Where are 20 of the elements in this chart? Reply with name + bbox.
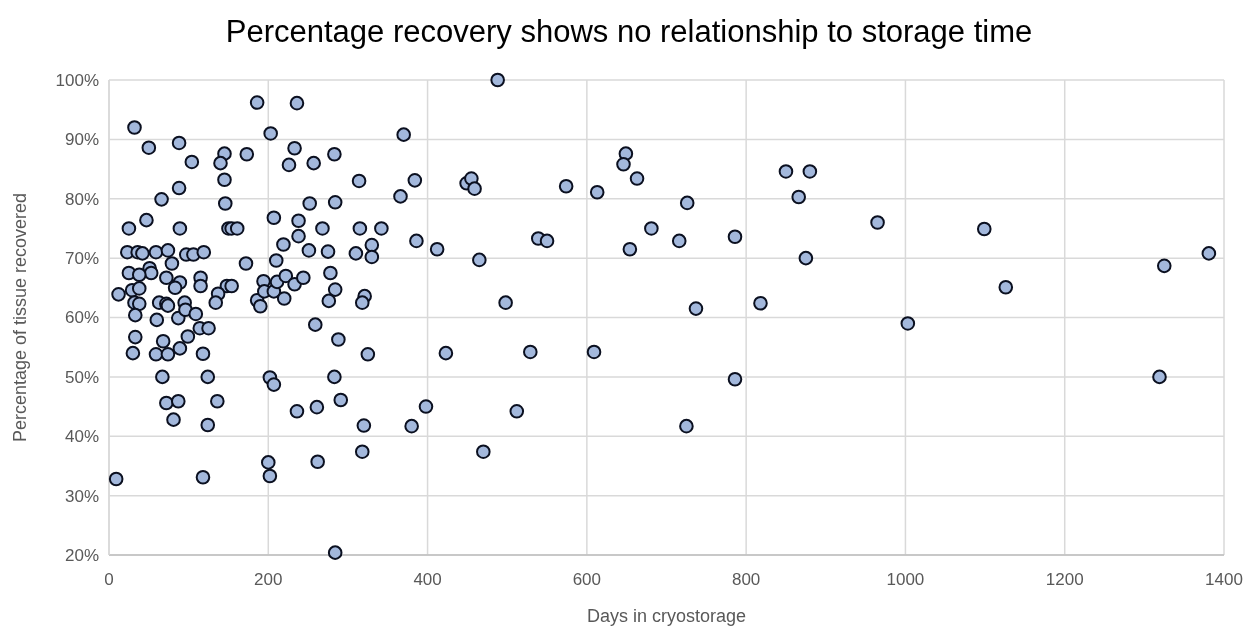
x-axis-title: Days in cryostorage <box>586 606 747 626</box>
y-tick-label: 30% <box>64 486 99 506</box>
x-tick-label: 200 <box>254 570 283 589</box>
x-tick-label: 800 <box>731 570 761 589</box>
x-tick-label: 1400 <box>1205 570 1243 589</box>
x-tick-label: 600 <box>572 570 602 589</box>
x-tick-label: 1200 <box>1045 570 1084 589</box>
x-tick-label: 1000 <box>886 570 925 589</box>
y-tick-label: 100% <box>55 70 99 90</box>
chart-title: Percentage recovery shows no relationship to storage time <box>225 14 1033 49</box>
y-tick-label: 20% <box>64 545 99 565</box>
y-tick-label: 70% <box>64 249 99 269</box>
x-tick-label: 400 <box>413 570 442 589</box>
y-axis-title: Percentage of tissue recovered <box>10 192 30 443</box>
x-tick-label: 0 <box>104 570 114 589</box>
y-tick-label: 40% <box>64 427 99 447</box>
y-tick-label: 60% <box>64 308 99 328</box>
y-tick-label: 50% <box>64 367 99 387</box>
y-tick-label: 90% <box>64 130 99 150</box>
y-tick-label: 80% <box>64 189 99 209</box>
